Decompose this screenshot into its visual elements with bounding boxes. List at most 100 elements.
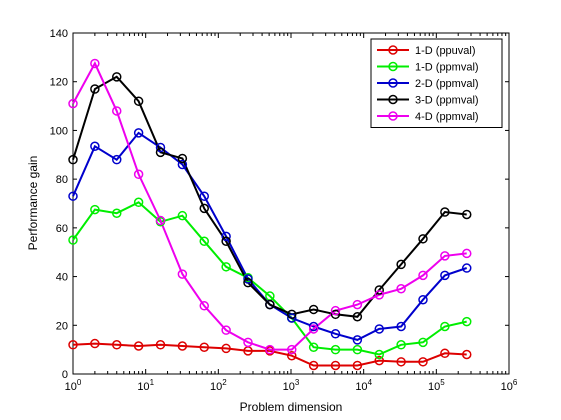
series-3-point: [440, 270, 450, 281]
legend-marker: [388, 61, 398, 72]
series-2-point: [199, 236, 209, 247]
series-5-point: [68, 98, 78, 109]
series-3-point: [418, 294, 428, 305]
series-1-point: [440, 348, 450, 359]
series-3-point: [374, 324, 384, 334]
series-1-point: [90, 338, 100, 349]
series-2-point: [133, 197, 144, 208]
series-line-2: [72, 201, 467, 356]
x-tick-label: 100: [65, 378, 82, 393]
legend-label: 4-D (ppmval): [415, 111, 479, 123]
series-1-point: [221, 343, 231, 354]
x-tick-label: 105: [428, 378, 445, 393]
series-5-point: [133, 169, 144, 180]
legend-marker: [388, 111, 398, 121]
x-axis-label: Problem dimension: [240, 400, 343, 414]
series-4-point: [68, 154, 78, 165]
series-2-point: [90, 204, 100, 215]
series-2-point: [396, 340, 406, 350]
series-2-point: [461, 316, 472, 327]
series-3-point: [155, 142, 166, 153]
legend-marker: [388, 45, 398, 55]
series-2-point: [418, 337, 428, 348]
series-3-point: [111, 154, 122, 165]
x-tick-label: 104: [355, 378, 372, 393]
series-5-point: [461, 248, 472, 259]
series-5-point: [330, 305, 341, 316]
series-3-point: [352, 335, 363, 345]
series-3-point: [461, 263, 472, 273]
series-4-point: [352, 312, 363, 322]
series-5-point: [111, 106, 122, 116]
series-line-1: [72, 342, 467, 367]
series-5-point: [418, 270, 428, 281]
series-1-point: [111, 340, 122, 350]
series-points: [68, 58, 472, 371]
x-tick-label-base: 10: [355, 381, 367, 393]
series-4-point: [111, 72, 122, 82]
x-tick-label-base: 10: [137, 381, 149, 393]
series-2-point: [111, 208, 122, 218]
series-3-point: [330, 329, 341, 339]
series-2-point: [308, 342, 319, 352]
series-4-point: [265, 299, 275, 310]
series-2-point: [330, 344, 341, 355]
series-4-point: [308, 304, 319, 315]
y-tick-label: 80: [56, 174, 68, 186]
x-tick-label-exponent: 3: [295, 378, 300, 387]
series-5-point: [243, 337, 253, 348]
series-line-4: [72, 75, 467, 318]
series-5-point: [374, 290, 384, 300]
x-tick-label-base: 10: [428, 381, 440, 393]
y-tick-label: 40: [56, 272, 68, 284]
series-1-point: [155, 340, 166, 350]
series-3-point: [243, 274, 253, 284]
y-tick-label: 60: [56, 223, 68, 235]
x-tick-label: 106: [501, 378, 518, 393]
series-3-point: [396, 321, 406, 332]
series-3-point: [286, 313, 297, 323]
legend-label: 1-D (ppmval): [415, 62, 479, 74]
y-tick-label: 0: [62, 369, 68, 381]
series-5-point: [440, 251, 450, 261]
series-5-point: [155, 215, 166, 226]
x-tick-label-base: 10: [210, 381, 222, 393]
series-2-point: [440, 321, 450, 332]
series-1-point: [418, 357, 428, 367]
series-5-point: [396, 284, 406, 294]
series-1-point: [374, 355, 384, 366]
series-2-point: [221, 262, 231, 272]
series-5-point: [265, 344, 275, 355]
x-tick-label-base: 10: [65, 381, 77, 393]
series-5-point: [352, 299, 363, 310]
series-4-point: [461, 209, 472, 220]
legend-label: 3-D (ppmval): [415, 95, 479, 107]
x-tick-label-base: 10: [283, 381, 295, 393]
series-4-point: [90, 84, 100, 94]
y-tick-label: 20: [56, 320, 68, 332]
y-tick-label: 120: [50, 77, 68, 89]
series-lines: [72, 61, 468, 367]
legend-marker: [388, 94, 398, 105]
x-tick-label-exponent: 4: [368, 378, 373, 387]
series-1-point: [133, 341, 144, 351]
series-1-point: [330, 360, 341, 371]
series-4-point: [396, 259, 406, 270]
series-3-point: [133, 128, 144, 138]
legend-label: 2-D (ppmval): [415, 78, 479, 90]
series-2-point: [68, 235, 78, 245]
series-2-point: [352, 344, 363, 355]
x-tick-label-exponent: 6: [513, 378, 518, 387]
series-5-point: [221, 325, 231, 335]
series-3-point: [177, 159, 188, 170]
series-4-point: [199, 203, 209, 214]
series-1-point: [286, 350, 297, 361]
series-4-point: [243, 277, 253, 288]
y-tick-label: 140: [50, 28, 68, 40]
series-3-point: [68, 191, 78, 201]
series-4-point: [330, 309, 341, 320]
series-1-point: [68, 340, 78, 350]
series-4-point: [374, 285, 384, 295]
y-axis-label: Performance gain: [26, 156, 40, 251]
